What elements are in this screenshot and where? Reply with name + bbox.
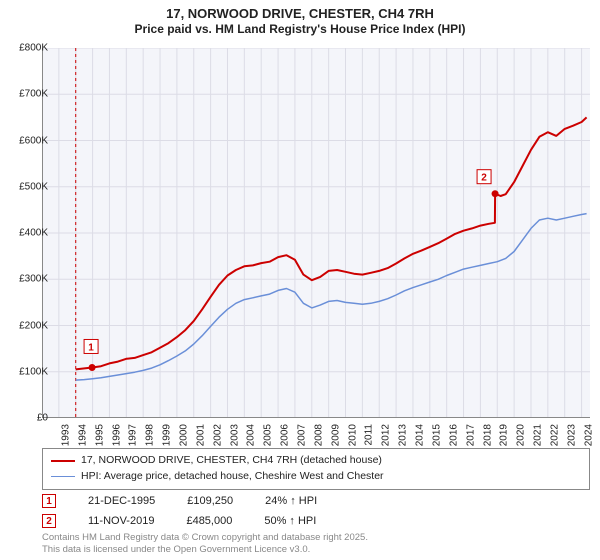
y-tick-label: £100K	[8, 366, 48, 377]
x-tick-label: 2024	[583, 424, 594, 446]
chart-container: 17, NORWOOD DRIVE, CHESTER, CH4 7RH Pric…	[0, 0, 600, 560]
x-tick-label: 2009	[330, 424, 341, 446]
x-tick-label: 2000	[178, 424, 189, 446]
y-tick-label: £400K	[8, 228, 48, 239]
marker-pct-2: 50% ↑ HPI	[264, 515, 316, 527]
x-tick-label: 2004	[246, 424, 257, 446]
legend-box: 17, NORWOOD DRIVE, CHESTER, CH4 7RH (det…	[42, 448, 590, 490]
footnote-line-1: Contains HM Land Registry data © Crown c…	[42, 532, 368, 544]
x-tick-label: 2002	[212, 424, 223, 446]
x-tick-label: 2001	[195, 424, 206, 446]
x-tick-label: 1993	[60, 424, 71, 446]
x-tick-label: 2018	[482, 424, 493, 446]
x-tick-label: 2011	[363, 424, 374, 446]
marker-badge-1: 1	[42, 494, 56, 508]
y-tick-label: £800K	[8, 43, 48, 54]
x-tick-label: 2023	[566, 424, 577, 446]
marker-price-1: £109,250	[187, 495, 233, 507]
x-tick-label: 1999	[161, 424, 172, 446]
title-block: 17, NORWOOD DRIVE, CHESTER, CH4 7RH Pric…	[0, 0, 600, 36]
svg-text:1: 1	[88, 342, 94, 353]
marker-row-2: 2 11-NOV-2019 £485,000 50% ↑ HPI	[42, 514, 316, 528]
legend-row-series-1: 17, NORWOOD DRIVE, CHESTER, CH4 7RH (det…	[51, 453, 581, 469]
title-line-1: 17, NORWOOD DRIVE, CHESTER, CH4 7RH	[0, 6, 600, 21]
legend-swatch-1	[51, 460, 75, 462]
marker-badge-2: 2	[42, 514, 56, 528]
x-tick-label: 2020	[516, 424, 527, 446]
x-tick-label: 1994	[77, 424, 88, 446]
x-tick-label: 1996	[111, 424, 122, 446]
legend-label-2: HPI: Average price, detached house, Ches…	[81, 469, 384, 485]
y-tick-label: £300K	[8, 274, 48, 285]
x-tick-label: 2010	[347, 424, 358, 446]
x-tick-label: 2005	[263, 424, 274, 446]
plot-svg: 12	[42, 48, 590, 418]
x-tick-label: 2019	[499, 424, 510, 446]
x-tick-label: 2021	[532, 424, 543, 446]
y-tick-label: £700K	[8, 89, 48, 100]
marker-pct-1: 24% ↑ HPI	[265, 495, 317, 507]
x-tick-label: 2013	[397, 424, 408, 446]
x-tick-label: 2012	[381, 424, 392, 446]
x-tick-label: 2006	[279, 424, 290, 446]
chart-area: 12	[42, 48, 590, 418]
x-tick-label: 2016	[448, 424, 459, 446]
legend-swatch-2	[51, 476, 75, 478]
x-tick-label: 2015	[431, 424, 442, 446]
x-tick-label: 2007	[296, 424, 307, 446]
marker-row-1: 1 21-DEC-1995 £109,250 24% ↑ HPI	[42, 494, 317, 508]
y-tick-label: £200K	[8, 320, 48, 331]
title-line-2: Price paid vs. HM Land Registry's House …	[0, 22, 600, 36]
y-tick-label: £0	[8, 413, 48, 424]
x-tick-label: 1998	[145, 424, 156, 446]
marker-date-2: 11-NOV-2019	[88, 515, 154, 527]
x-tick-label: 2008	[313, 424, 324, 446]
legend-row-series-2: HPI: Average price, detached house, Ches…	[51, 469, 581, 485]
x-tick-label: 1997	[128, 424, 139, 446]
marker-date-1: 21-DEC-1995	[88, 495, 155, 507]
legend-label-1: 17, NORWOOD DRIVE, CHESTER, CH4 7RH (det…	[81, 453, 382, 469]
x-tick-label: 2017	[465, 424, 476, 446]
x-tick-label: 2022	[549, 424, 560, 446]
footnote: Contains HM Land Registry data © Crown c…	[42, 532, 368, 556]
svg-text:2: 2	[481, 173, 487, 184]
marker-price-2: £485,000	[186, 515, 232, 527]
y-tick-label: £500K	[8, 181, 48, 192]
footnote-line-2: This data is licensed under the Open Gov…	[42, 544, 368, 556]
x-tick-label: 1995	[94, 424, 105, 446]
x-tick-label: 2003	[229, 424, 240, 446]
x-tick-label: 2014	[414, 424, 425, 446]
y-tick-label: £600K	[8, 135, 48, 146]
